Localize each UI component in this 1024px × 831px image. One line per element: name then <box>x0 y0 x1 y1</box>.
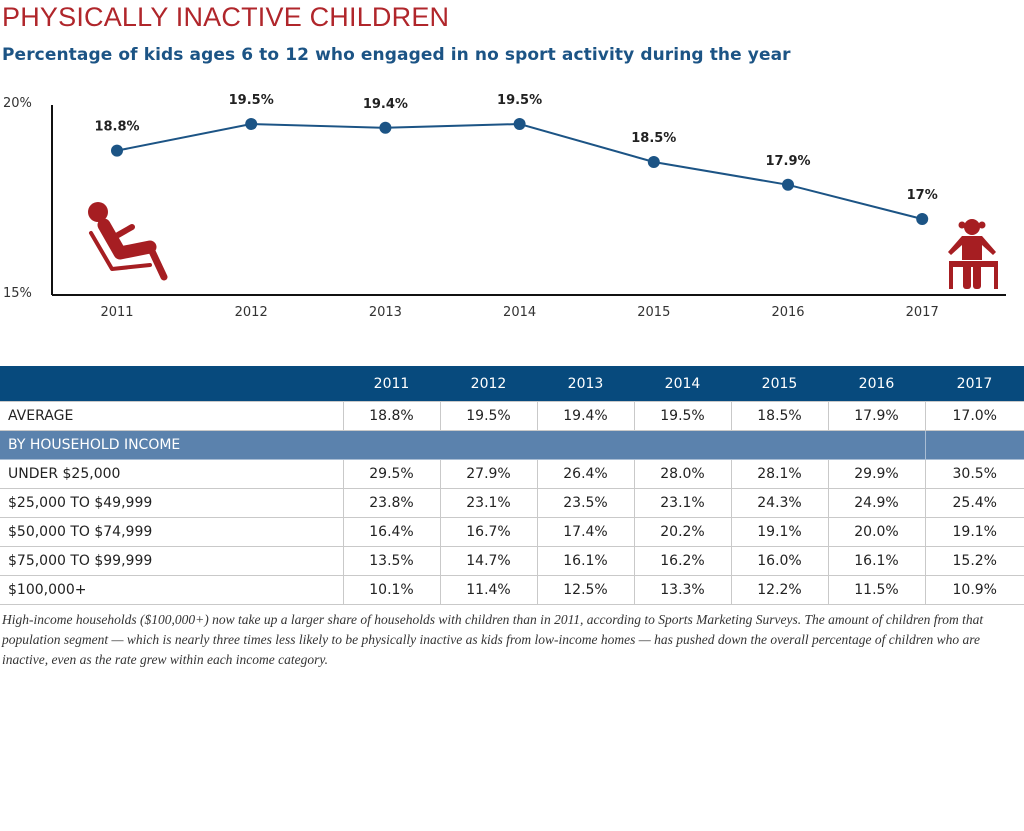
table-cell: 29.9% <box>827 459 926 489</box>
table-cell: 19.1% <box>730 517 829 547</box>
data-point <box>782 178 794 191</box>
y-tick-label: 15% <box>3 286 32 301</box>
table-cell: 16.7% <box>439 517 538 547</box>
table-cell: 23.5% <box>536 488 635 518</box>
row-label: $50,000 TO $74,999 <box>0 517 344 547</box>
data-point <box>916 213 929 225</box>
row-label: UNDER $25,000 <box>0 459 344 489</box>
section-label: BY HOUSEHOLD INCOME <box>0 430 926 460</box>
row-label: $100,000+ <box>0 575 344 605</box>
data-label: 17% <box>907 188 938 203</box>
table-cell: 12.2% <box>730 575 829 605</box>
table-cell: 11.5% <box>827 575 926 605</box>
row-label: $25,000 TO $49,999 <box>0 488 344 518</box>
data-label: 19.4% <box>363 97 408 112</box>
data-point <box>111 144 123 157</box>
data-table: 2011 2012 2013 2014 2015 2016 2017 AVERA… <box>0 366 1024 605</box>
data-point <box>245 118 258 130</box>
column-header: 2012 <box>440 366 537 402</box>
x-tick-label: 2011 <box>100 305 133 320</box>
column-header: 2011 <box>343 366 440 402</box>
data-label: 18.5% <box>631 131 676 146</box>
x-tick-label: 2014 <box>503 305 536 320</box>
page-title: PHYSICALLY INACTIVE CHILDREN <box>2 2 450 32</box>
table-header-row: 2011 2012 2013 2014 2015 2016 2017 <box>0 366 1024 402</box>
column-header: 2014 <box>634 366 731 402</box>
data-label: 17.9% <box>765 154 810 169</box>
data-point <box>513 118 526 130</box>
line-chart: 20% 15% 18.8% 2011 19.5% 2012 19.4% 2013 19.5%… <box>3 93 1006 320</box>
table-section-row: BY HOUSEHOLD INCOME <box>0 430 1024 460</box>
table-cell: 17.4% <box>536 517 635 547</box>
row-label: $75,000 TO $99,999 <box>0 546 344 576</box>
series-line <box>116 122 923 220</box>
table-cell: 20.2% <box>633 517 732 547</box>
table-cell: 28.0% <box>633 459 732 489</box>
column-header: 2016 <box>828 366 925 402</box>
table-cell: 19.4% <box>536 401 635 431</box>
data-label: 18.8% <box>94 120 139 135</box>
table-cell: 15.2% <box>924 546 1024 576</box>
table-cell: 26.4% <box>536 459 635 489</box>
y-tick-label: 20% <box>3 96 32 111</box>
table-cell: 23.1% <box>439 488 538 518</box>
table-row: $100,000+ 10.1% 11.4% 12.5% 13.3% 12.2% … <box>0 575 1024 605</box>
table-cell: 16.0% <box>730 546 829 576</box>
table-cell: 17.0% <box>924 401 1024 431</box>
table-cell: 19.5% <box>633 401 732 431</box>
page-subtitle: Percentage of kids ages 6 to 12 who enga… <box>2 45 791 65</box>
table-row: UNDER $25,000 29.5% 27.9% 26.4% 28.0% 28… <box>0 459 1024 489</box>
table-cell: 23.1% <box>633 488 732 518</box>
table-cell: 14.7% <box>439 546 538 576</box>
column-header: 2013 <box>537 366 634 402</box>
table-cell: 11.4% <box>439 575 538 605</box>
data-point <box>379 121 392 134</box>
table-row-average: AVERAGE 18.8% 19.5% 19.4% 19.5% 18.5% 17… <box>0 401 1024 431</box>
table-row: $50,000 TO $74,999 16.4% 16.7% 17.4% 20.… <box>0 517 1024 547</box>
data-label: 19.5% <box>229 93 274 108</box>
table-cell: 12.5% <box>536 575 635 605</box>
table-cell: 16.1% <box>827 546 926 576</box>
table-cell: 19.5% <box>439 401 538 431</box>
table-cell: 24.3% <box>730 488 829 518</box>
column-header: 2017 <box>925 366 1024 402</box>
x-tick-label: 2012 <box>235 305 268 320</box>
table-cell: 17.9% <box>827 401 926 431</box>
table-cell: 24.9% <box>827 488 926 518</box>
table-cell: 23.8% <box>342 488 441 518</box>
data-point <box>647 156 660 168</box>
table-cell: 16.4% <box>342 517 441 547</box>
table-cell: 10.9% <box>924 575 1024 605</box>
table-cell: 13.5% <box>342 546 441 576</box>
lounging-person-icon <box>88 202 168 281</box>
row-label: AVERAGE <box>0 401 344 431</box>
table-cell: 18.8% <box>342 401 441 431</box>
seated-girl-icon <box>948 219 998 289</box>
x-tick-label: 2013 <box>369 305 402 320</box>
table-row: $75,000 TO $99,999 13.5% 14.7% 16.1% 16.… <box>0 546 1024 576</box>
table-row: $25,000 TO $49,999 23.8% 23.1% 23.5% 23.… <box>0 488 1024 518</box>
x-tick-label: 2015 <box>637 305 670 320</box>
table-cell: 13.3% <box>633 575 732 605</box>
footnote: High-income households ($100,000+) now t… <box>2 612 984 667</box>
table-cell: 25.4% <box>924 488 1024 518</box>
table-cell: 10.1% <box>342 575 441 605</box>
data-label: 19.5% <box>497 93 542 108</box>
table-cell: 30.5% <box>924 459 1024 489</box>
table-cell: 29.5% <box>342 459 441 489</box>
table-cell <box>924 430 1024 460</box>
table-cell: 16.2% <box>633 546 732 576</box>
column-header: 2015 <box>731 366 828 402</box>
table-cell: 19.1% <box>924 517 1024 547</box>
x-tick-label: 2016 <box>771 305 804 320</box>
table-cell: 16.1% <box>536 546 635 576</box>
x-tick-label: 2017 <box>906 305 939 320</box>
table-cell: 20.0% <box>827 517 926 547</box>
column-header <box>0 366 343 402</box>
table-cell: 27.9% <box>439 459 538 489</box>
table-cell: 18.5% <box>730 401 829 431</box>
table-cell: 28.1% <box>730 459 829 489</box>
